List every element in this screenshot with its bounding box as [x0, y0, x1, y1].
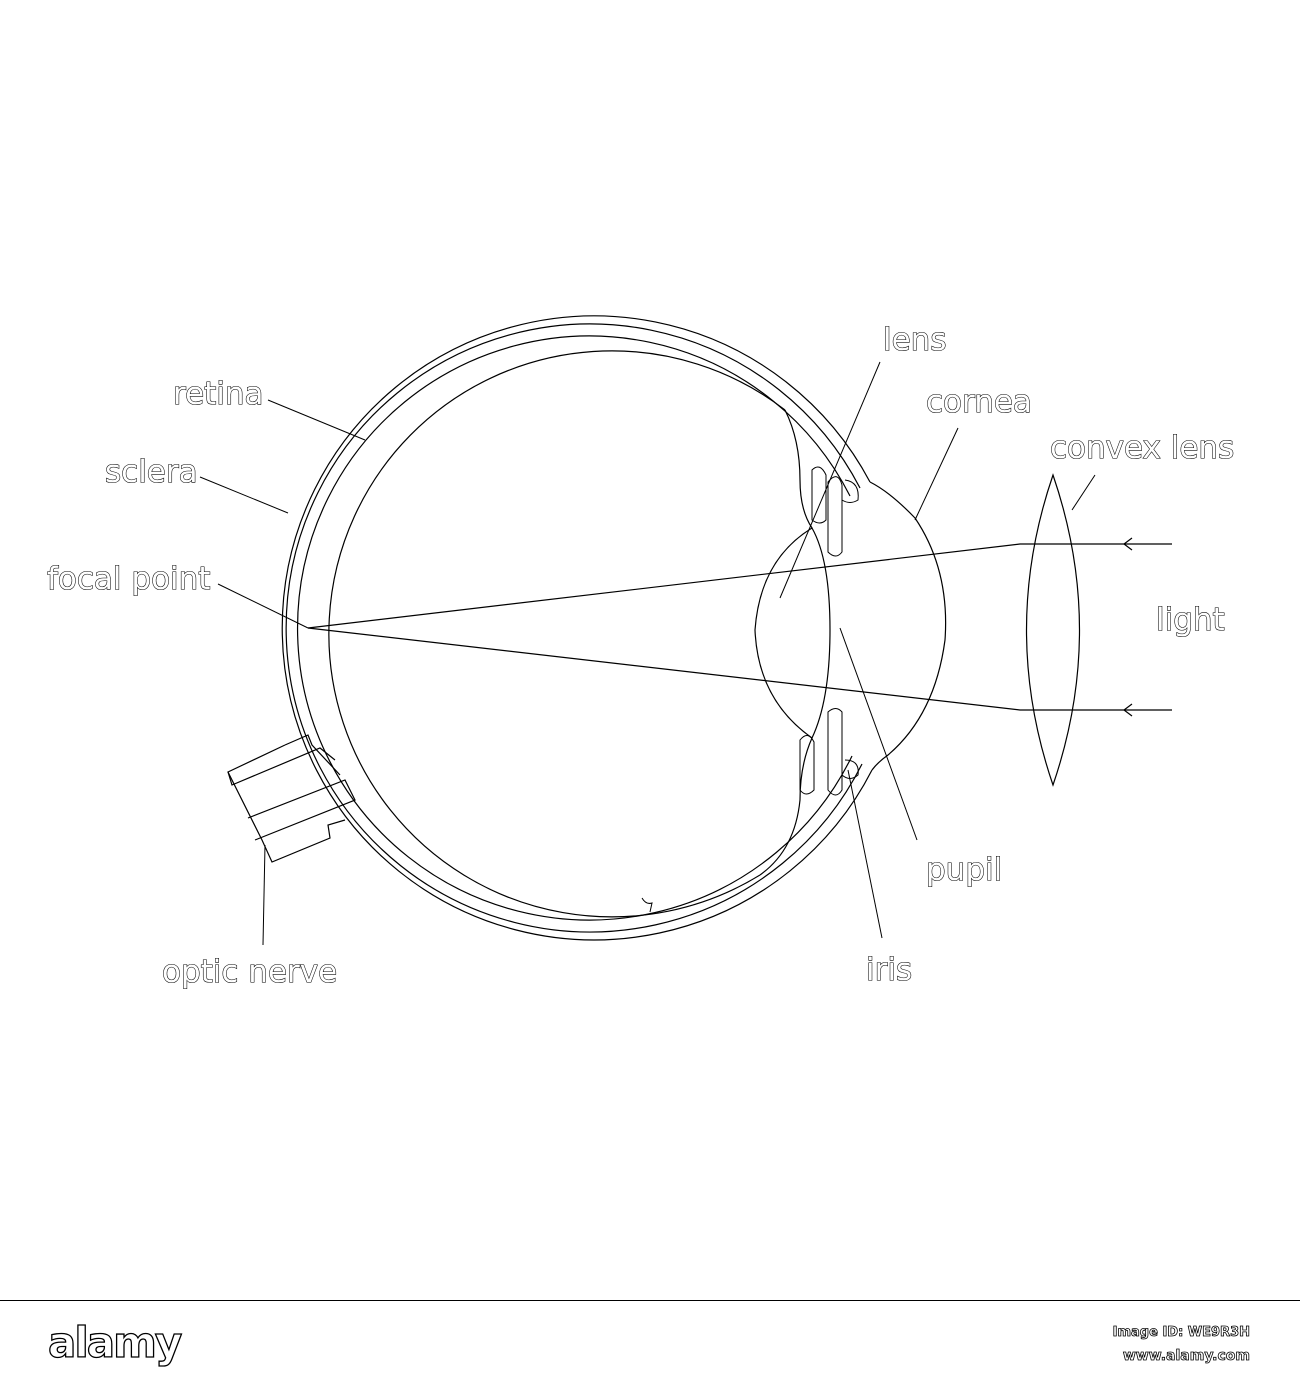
iris-bottom-inner [841, 759, 859, 779]
label-pupil: pupil [926, 852, 1002, 888]
label-sclera: sclera [105, 454, 198, 490]
label-focal-point: focal point [47, 561, 210, 597]
iris-leader [847, 769, 883, 939]
ciliary-body-bottom [759, 737, 813, 876]
optic-nerve-leader [262, 844, 266, 946]
iris-bottom [827, 708, 843, 796]
lens-leader [779, 361, 881, 599]
iris-top-inner [841, 479, 859, 503]
label-cornea: cornea [926, 384, 1032, 420]
image-id: Image ID: WE9R3H [1112, 1325, 1250, 1341]
pupil-leader [839, 627, 918, 841]
focal-point-leader [217, 583, 309, 629]
cornea-leader [914, 427, 959, 521]
convex-lens-leader [1071, 474, 1096, 511]
iris-top [827, 476, 843, 557]
arrow-bottom [1123, 703, 1133, 717]
ciliary-body-top [784, 409, 813, 529]
crystalline-lens [754, 527, 831, 739]
label-light: light [1156, 602, 1225, 638]
sclera-inner-outline [285, 323, 863, 933]
label-convex-lens: convex lens [1050, 430, 1234, 466]
retina-outline [296, 335, 853, 921]
iris-top-left [811, 466, 827, 524]
footer-divider [0, 1300, 1300, 1301]
label-iris: iris [866, 952, 912, 988]
arrow-top [1123, 537, 1133, 551]
convex-lens-shape [1025, 473, 1081, 787]
sclera-outline [281, 315, 873, 941]
label-lens: lens [883, 322, 946, 358]
optic-nerve-mid [227, 747, 336, 786]
sclera-leader [199, 476, 289, 514]
light-ray-top [307, 543, 1172, 629]
label-optic-nerve: optic nerve [162, 954, 337, 990]
fovea-mark [641, 897, 653, 913]
website-url: www.alamy.com [1122, 1348, 1250, 1365]
light-ray-bottom [307, 627, 1172, 711]
retina-leader [267, 399, 366, 441]
alamy-logo: alamy [47, 1317, 183, 1367]
optic-nerve-core [247, 779, 356, 841]
optic-nerve-top [284, 734, 341, 776]
iris-bottom-left [799, 735, 815, 795]
retina-inner-outline [328, 350, 786, 918]
label-retina: retina [173, 376, 264, 412]
cornea-outline [869, 481, 947, 771]
